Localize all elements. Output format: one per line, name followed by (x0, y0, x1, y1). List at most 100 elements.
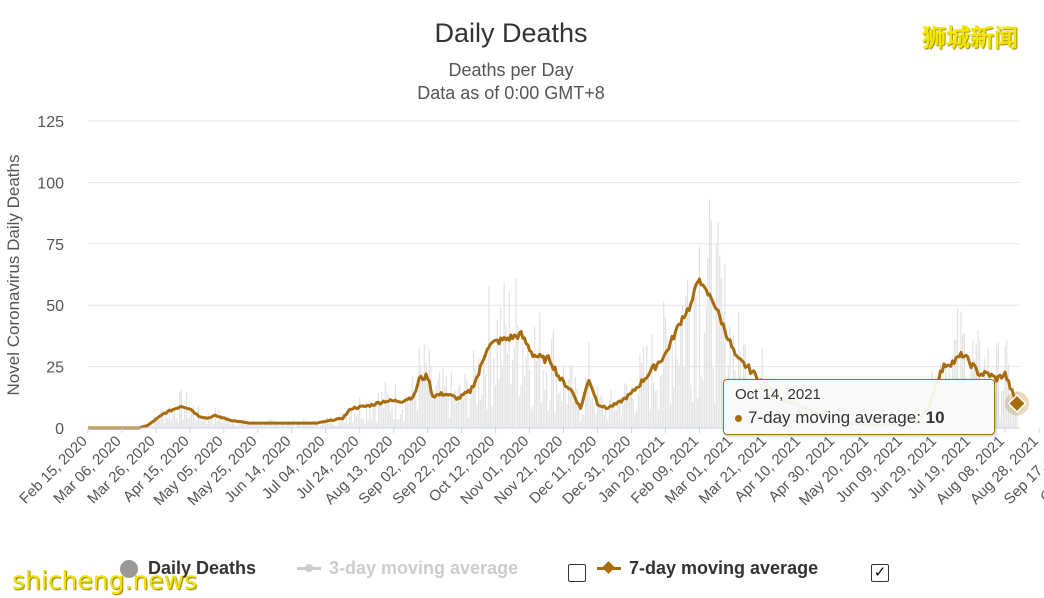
bar-day-128 (304, 423, 306, 428)
bar-day-537 (999, 417, 1001, 428)
bar-day-314 (620, 417, 622, 428)
bar-day-113 (279, 426, 281, 428)
bar-day-48 (168, 406, 171, 428)
bar-day-298 (593, 403, 595, 428)
bar-day-62 (192, 406, 194, 428)
bar-day-210 (444, 386, 446, 428)
bar-day-363 (703, 333, 706, 428)
bar-day-306 (607, 419, 609, 428)
bar-day-132 (311, 426, 313, 428)
bar-day-186 (403, 421, 405, 428)
bar-day-546 (1014, 397, 1016, 428)
toggle-3-day-average-checkbox[interactable] (568, 564, 586, 582)
bar-day-156 (352, 421, 354, 428)
bar-day-227 (472, 349, 475, 428)
bar-day-171 (377, 392, 380, 428)
bar-day-347 (676, 358, 678, 428)
bar-day-144 (331, 424, 334, 428)
chart-subtitle-line-2: Data as of 0:00 GMT+8 (417, 83, 605, 103)
bar-day-317 (625, 385, 627, 428)
bar-day-359 (697, 397, 699, 428)
bar-day-242 (498, 378, 500, 428)
bar-day-149 (340, 413, 342, 428)
bar-day-175 (384, 382, 386, 428)
bar-day-100 (257, 424, 259, 428)
legend-item-7-day-average[interactable]: 7-day moving average (597, 558, 818, 579)
watermark-top-right: 狮城新闻 (922, 24, 1018, 52)
bar-day-232 (481, 394, 483, 428)
bar-day-55 (180, 389, 183, 428)
bar-day-292 (583, 414, 585, 428)
bar-day-244 (501, 367, 503, 428)
bar-day-362 (702, 380, 704, 428)
bar-day-254 (518, 396, 520, 428)
bar-day-46 (165, 412, 167, 428)
bar-day-216 (454, 389, 456, 428)
bar-day-221 (462, 398, 464, 428)
bar-day-316 (624, 383, 626, 428)
hover-tooltip: Oct 14, 2021 7-day moving average: 10 (723, 379, 995, 435)
bar-day-130 (308, 422, 310, 428)
bar-day-253 (517, 325, 519, 428)
bar-day-218 (457, 386, 459, 428)
bar-day-228 (474, 368, 476, 428)
bar-day-56 (182, 419, 184, 428)
bar-day-103 (262, 425, 264, 428)
bar-day-45 (163, 423, 166, 428)
bar-day-159 (357, 414, 359, 428)
bar-day-197 (421, 377, 424, 428)
bar-day-273 (551, 338, 553, 428)
hover-diamond-marker (1007, 393, 1027, 413)
y-axis-label: Novel Coronavirus Daily Deaths (4, 155, 23, 396)
bar-day-272 (549, 400, 551, 428)
bar-day-224 (467, 417, 470, 428)
bar-day-72 (209, 419, 211, 428)
toggle-7-day-average-checkbox[interactable]: ✓ (871, 564, 889, 582)
bar-day-536 (997, 341, 999, 428)
bar-day-178 (389, 411, 391, 428)
y-tick-label-50: 50 (46, 298, 64, 315)
legend-item-3-day-average[interactable]: 3-day moving average (297, 558, 518, 579)
bar-day-205 (435, 384, 437, 428)
bar-day-281 (564, 384, 566, 428)
y-tick-label-0: 0 (55, 421, 64, 438)
bar-day-66 (199, 417, 201, 428)
bar-day-327 (642, 347, 644, 428)
bar-day-169 (374, 407, 376, 428)
bar-day-91 (241, 420, 244, 428)
bar-day-331 (649, 409, 651, 428)
bar-day-542 (1007, 363, 1010, 428)
tooltip-value: 10 (925, 408, 945, 427)
bar-day-37 (150, 423, 152, 428)
bar-day-322 (634, 414, 636, 428)
bar-day-141 (326, 417, 329, 428)
legend-label-3-day-average: 3-day moving average (329, 558, 519, 578)
bar-day-117 (286, 423, 288, 428)
bar-day-332 (651, 334, 653, 428)
bar-day-319 (629, 393, 631, 428)
bar-day-267 (540, 402, 543, 428)
bar-day-263 (534, 326, 536, 428)
bar-day-367 (710, 220, 712, 428)
legend-item-daily-deaths[interactable]: Daily Deaths (120, 558, 256, 579)
bar-day-378 (729, 326, 731, 428)
bar-day-146 (335, 425, 337, 428)
bar-day-199 (425, 362, 427, 428)
bar-day-192 (413, 394, 415, 428)
bar-day-112 (277, 422, 279, 428)
bar-day-297 (591, 397, 594, 428)
bar-day-47 (167, 418, 169, 428)
bar-day-104 (264, 424, 266, 428)
bar-day-235 (486, 408, 488, 428)
watermark-bottom-left: shicheng.news (12, 566, 198, 595)
bar-day-57 (184, 408, 186, 428)
bar-day-82 (226, 415, 228, 428)
bar-day-361 (700, 375, 702, 428)
bar-day-246 (505, 324, 507, 428)
chart-title: Daily Deaths (434, 18, 588, 48)
bar-day-214 (450, 371, 453, 428)
bar-day-544 (1011, 400, 1013, 428)
bar-day-262 (532, 406, 534, 428)
bar-day-51 (174, 409, 176, 428)
bar-day-200 (427, 379, 429, 428)
